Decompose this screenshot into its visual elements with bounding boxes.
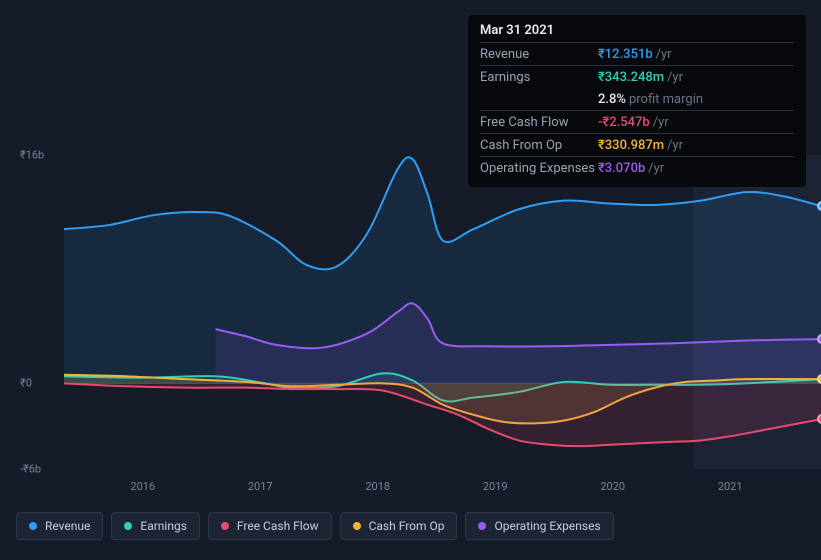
x-axis-label: 2018 [365,480,390,493]
legend: Revenue Earnings Free Cash Flow Cash From O… [16,512,614,540]
tooltip-value: ₹343.248m/yr [598,70,683,85]
tooltip-value: -₹2.547b/yr [598,115,669,130]
tooltip-label: Cash From Op [480,138,598,153]
series-end-dot [817,334,821,344]
legend-dot-icon [353,522,361,530]
tooltip-label: Earnings [480,70,598,85]
series-end-dot [817,374,821,384]
x-axis-label: 2017 [248,480,273,493]
tooltip-row: 2.8%profit margin [480,88,794,110]
series-end-dot [817,414,821,424]
x-axis-label: 2019 [483,480,508,493]
legend-item-cash-from-op[interactable]: Cash From Op [340,512,458,540]
y-axis-label: ₹0 [20,377,32,390]
tooltip-label [480,92,598,107]
tooltip-row: Free Cash Flow-₹2.547b/yr [480,110,794,133]
chart-svg [64,155,821,469]
tooltip-row: Revenue₹12.351b/yr [480,42,794,65]
legend-item-earnings[interactable]: Earnings [111,512,200,540]
chart-area [16,155,806,475]
legend-item-revenue[interactable]: Revenue [16,512,103,540]
x-axis-label: 2020 [600,480,625,493]
tooltip-date: Mar 31 2021 [480,23,794,42]
chart-tooltip: Mar 31 2021 Revenue₹12.351b/yrEarnings₹3… [468,15,806,187]
tooltip-value: 2.8%profit margin [598,92,703,107]
tooltip-value: ₹3.070b/yr [598,161,664,176]
tooltip-label: Revenue [480,47,598,62]
legend-label: Cash From Op [369,519,445,533]
tooltip-row: Cash From Op₹330.987m/yr [480,133,794,156]
legend-label: Earnings [140,519,187,533]
x-axis-label: 2016 [130,480,155,493]
tooltip-row: Operating Expenses₹3.070b/yr [480,156,794,179]
legend-dot-icon [124,522,132,530]
legend-item-free-cash-flow[interactable]: Free Cash Flow [208,512,332,540]
legend-label: Free Cash Flow [237,519,319,533]
tooltip-label: Free Cash Flow [480,115,598,130]
tooltip-row: Earnings₹343.248m/yr [480,65,794,88]
legend-dot-icon [221,522,229,530]
legend-label: Operating Expenses [494,519,600,533]
series-end-dot [817,201,821,211]
x-axis-label: 2021 [718,480,743,493]
y-axis-label: -₹6b [20,463,41,476]
tooltip-value: ₹330.987m/yr [598,138,683,153]
tooltip-value: ₹12.351b/yr [598,47,672,62]
legend-label: Revenue [45,519,90,533]
y-axis-label: ₹16b [20,149,44,162]
legend-item-operating-expenses[interactable]: Operating Expenses [465,512,613,540]
legend-dot-icon [29,522,37,530]
legend-dot-icon [478,522,486,530]
tooltip-label: Operating Expenses [480,161,598,176]
